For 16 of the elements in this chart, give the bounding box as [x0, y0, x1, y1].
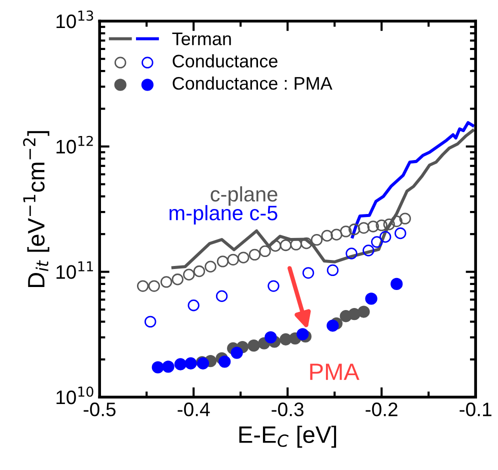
x-tick-label: -0.4: [178, 402, 210, 416]
y-tick-label: 10$^{11}$: [56, 261, 93, 279]
x-tick-label: -0.2: [366, 402, 398, 416]
x-tick-label: -0.5: [84, 402, 116, 416]
x-axis-title: E-E$_{C}$ [eV]: [239, 426, 336, 448]
legend-label: Conductance: [172, 54, 278, 68]
y-tick-label: 10$^{12}$: [56, 136, 93, 154]
annotation: PMA: [310, 364, 360, 380]
y-tick-label: 10$^{13}$: [56, 10, 94, 28]
annotation: m-plane c-5: [170, 205, 278, 224]
x-tick-label: -0.1: [460, 402, 492, 416]
annotation: c-plane: [210, 186, 278, 206]
y-axis-title: D$_{it}$ [eV$^{−1}$cm$^{−2}$]: [23, 131, 50, 288]
x-tick-label: -0.3: [272, 402, 304, 416]
legend-label: Terman: [172, 32, 231, 46]
legend-label: Conductance : PMA: [172, 76, 332, 90]
